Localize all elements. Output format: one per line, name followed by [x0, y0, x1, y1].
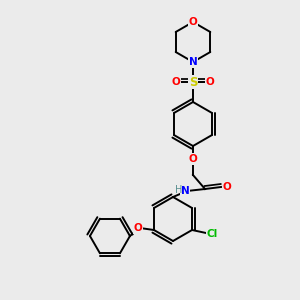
Text: N: N — [189, 57, 197, 67]
Text: Cl: Cl — [206, 229, 218, 239]
Text: O: O — [189, 17, 197, 27]
Text: H: H — [175, 185, 183, 195]
Text: S: S — [189, 76, 197, 88]
Text: O: O — [134, 223, 142, 233]
Text: N: N — [181, 186, 189, 196]
Text: O: O — [223, 182, 231, 192]
Text: O: O — [172, 77, 180, 87]
Text: O: O — [189, 154, 197, 164]
Text: O: O — [206, 77, 214, 87]
